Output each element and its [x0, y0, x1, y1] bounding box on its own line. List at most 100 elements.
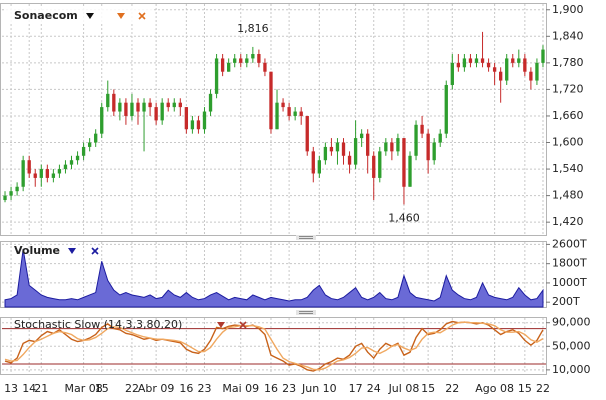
candle-body — [474, 58, 479, 63]
y-tick-label: 1,780 — [552, 56, 584, 69]
y-tick-label: 1000T — [552, 276, 587, 289]
candle-body — [378, 151, 382, 178]
candle-body — [275, 102, 279, 130]
candle-body — [408, 155, 412, 187]
marks — [2, 4, 546, 374]
candle-body — [75, 155, 80, 161]
x-tick-label: 16 — [179, 382, 193, 395]
candle-body — [130, 102, 134, 116]
candle-body — [33, 173, 37, 178]
close-icon[interactable] — [91, 247, 99, 255]
candle-body — [299, 111, 303, 116]
candle-body — [208, 93, 213, 112]
handle[interactable] — [296, 235, 316, 240]
candle-body — [384, 142, 388, 152]
y-tick-label: 1,720 — [552, 82, 584, 95]
stochastic-title[interactable]: Stochastic Slow (14,3,3,80,20) — [14, 318, 182, 331]
candle-body — [27, 160, 31, 174]
x-tick-label: 14 — [22, 382, 36, 395]
candle-body — [190, 120, 195, 130]
candle-body — [372, 155, 376, 178]
candle-body — [480, 58, 485, 63]
resize-handle[interactable] — [296, 310, 316, 315]
candle-body — [69, 160, 74, 165]
candle-body — [353, 138, 358, 165]
candle-body — [233, 58, 237, 63]
y-tick-label: 1800T — [552, 257, 587, 270]
labels: Sonaecom Volume Stochastic Slow (14,3,3,… — [4, 3, 591, 395]
x-tick-label: 23 — [197, 382, 211, 395]
candle-body — [414, 124, 418, 156]
candle-body — [45, 169, 49, 178]
y-tick-label: 1,420 — [552, 215, 584, 228]
candle-body — [3, 195, 7, 201]
candle-body — [106, 93, 110, 108]
menu-icon[interactable] — [217, 322, 225, 328]
candle-body — [335, 142, 340, 152]
candle-body — [462, 58, 467, 68]
candle-body — [220, 58, 225, 72]
candle-body — [511, 58, 515, 63]
x-tick-label: 22 — [125, 382, 139, 395]
candle-body — [202, 111, 207, 130]
x-tick-label: 17 — [349, 382, 363, 395]
candle-body — [136, 102, 140, 112]
stochastic-line — [4, 320, 544, 372]
handle[interactable] — [296, 310, 316, 315]
candle-body — [172, 102, 176, 108]
resize-handle[interactable] — [296, 235, 316, 240]
x-tick-label: 13 — [4, 382, 18, 395]
candle-body — [390, 142, 394, 152]
candle-body — [87, 142, 92, 147]
candle-body — [438, 133, 442, 143]
candle-body — [535, 62, 539, 81]
close-icon[interactable] — [138, 12, 146, 20]
x-tick-label: Jun 10 — [301, 382, 337, 395]
candle-body — [63, 164, 68, 170]
candle-body — [154, 107, 158, 121]
candle-body — [468, 58, 473, 63]
y-tick-label: 50,000 — [552, 339, 591, 352]
x-tick-label: 23 — [282, 382, 296, 395]
candle-body — [112, 93, 116, 112]
candle-body — [263, 62, 267, 72]
x-tick-label: 21 — [34, 382, 48, 395]
x-tick-label: 15 — [421, 382, 435, 395]
x-tick-label: Abr 09 — [138, 382, 175, 395]
candle-body — [329, 146, 334, 152]
y-tick-label: 10,000 — [552, 363, 591, 376]
candle-body — [486, 62, 491, 68]
y-tick-label: 90,000 — [552, 316, 591, 329]
annotation: 1,460 — [388, 211, 420, 224]
candle-body — [166, 102, 170, 108]
candle-body — [239, 58, 243, 63]
candle-body — [402, 138, 406, 187]
stochastic-line — [4, 321, 544, 371]
menu-icon[interactable] — [86, 13, 94, 19]
candle-body — [456, 62, 461, 68]
settings-icon[interactable] — [117, 13, 125, 19]
candle-body — [396, 138, 400, 152]
candle-body — [347, 155, 352, 165]
x-tick-label: Ago 08 — [475, 382, 514, 395]
x-tick-label: 22 — [445, 382, 459, 395]
candle-body — [100, 107, 104, 134]
candle-body — [366, 133, 370, 156]
candle-body — [317, 160, 321, 174]
candle-body — [227, 62, 231, 72]
candle-body — [269, 71, 273, 130]
candle-body — [499, 71, 503, 81]
candle-body — [420, 124, 424, 134]
annotation: 1,816 — [237, 22, 269, 35]
candle-body — [323, 146, 328, 161]
volume-title[interactable]: Volume — [14, 244, 60, 257]
candle-body — [196, 120, 201, 130]
candle-body — [184, 107, 189, 130]
y-tick-label: 1,600 — [552, 136, 584, 149]
x-tick-label: Jul 08 — [388, 382, 420, 395]
menu-icon[interactable] — [68, 248, 76, 254]
legend-title[interactable]: Sonaecom — [14, 9, 78, 22]
candle-body — [51, 173, 56, 178]
close-icon[interactable] — [239, 321, 247, 329]
y-tick-label: 200T — [552, 295, 580, 308]
